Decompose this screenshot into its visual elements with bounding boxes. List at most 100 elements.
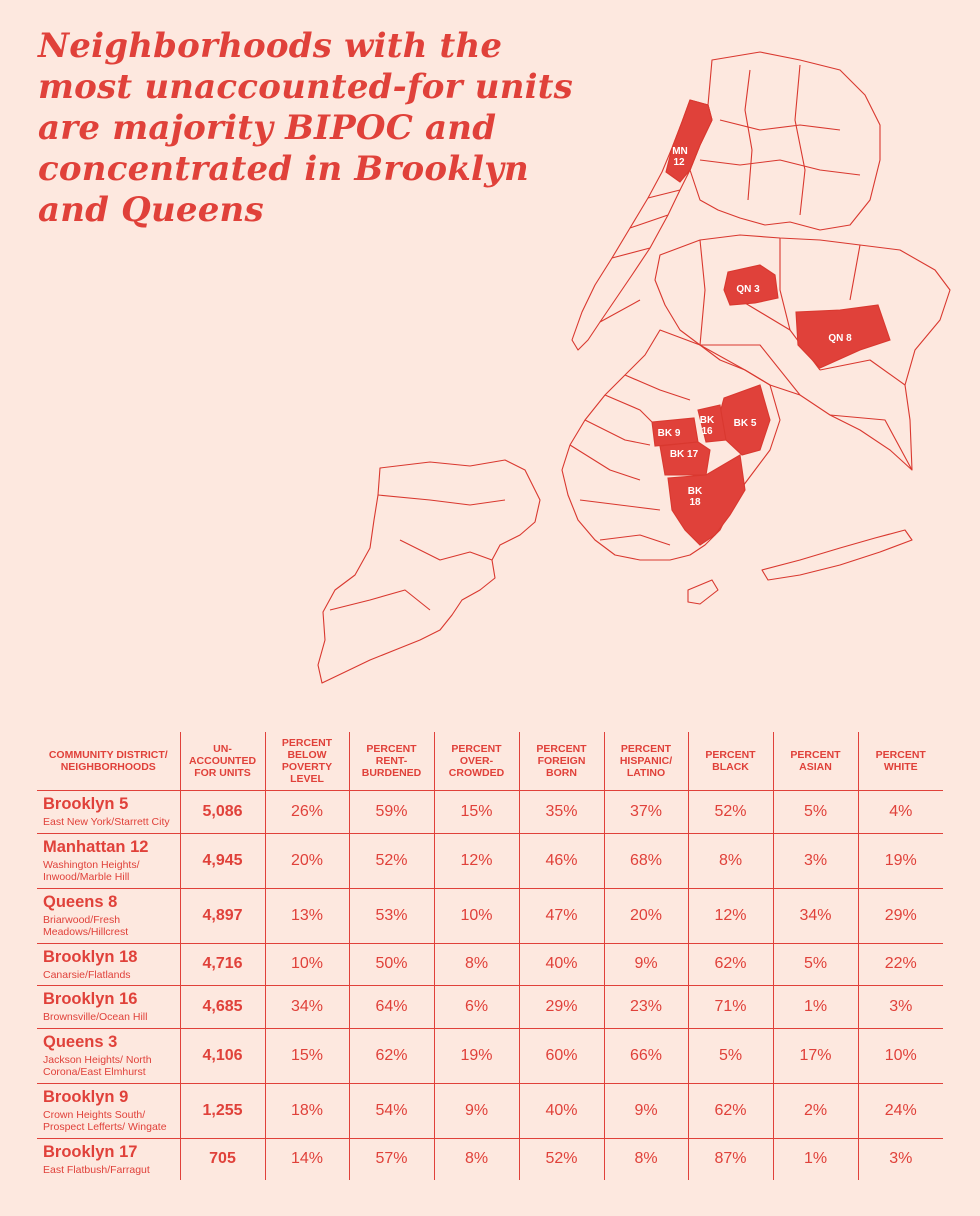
district-cell: Queens 8 Briarwood/Fresh Meadows/Hillcres… xyxy=(37,888,180,944)
district-name: Brooklyn 17 xyxy=(43,1142,138,1161)
rent-burdened-cell: 59% xyxy=(348,790,434,834)
asian-cell: 5% xyxy=(772,790,858,834)
nyc-community-district-map: MN 12 QN 3 QN 8 BK 5 BK 9 BK 16 BK 17 BK… xyxy=(300,40,970,700)
district-name: Brooklyn 18 xyxy=(43,947,138,966)
asian-cell: 1% xyxy=(772,985,858,1029)
label-bk9: BK 9 xyxy=(658,428,681,439)
white-cell: 3% xyxy=(857,1138,943,1180)
column-header: Un-accounted for units xyxy=(179,732,265,791)
overcrowded-cell: 12% xyxy=(433,833,519,889)
district-bk18 xyxy=(667,454,746,546)
units-cell: 4,945 xyxy=(179,833,265,889)
poverty-cell: 20% xyxy=(264,833,349,889)
column-header: Percent White xyxy=(857,732,943,791)
overcrowded-cell: 9% xyxy=(433,1083,519,1139)
district-cell: Manhattan 12 Washington Heights/ Inwood/M… xyxy=(37,833,180,889)
poverty-cell: 34% xyxy=(264,985,349,1029)
overcrowded-cell: 6% xyxy=(433,985,519,1029)
white-cell: 24% xyxy=(857,1083,943,1139)
table-row: Queens 3 Jackson Heights/ North Corona/Ea… xyxy=(37,1028,943,1084)
column-header: Percent Hispanic/ Latino xyxy=(603,732,688,791)
foreign-born-cell: 60% xyxy=(518,1028,604,1084)
neighborhood-name: East New York/Starrett City xyxy=(43,816,170,828)
asian-cell: 5% xyxy=(772,943,858,986)
column-header: Percent below poverty level xyxy=(264,732,349,791)
rent-burdened-cell: 53% xyxy=(348,888,434,944)
white-cell: 29% xyxy=(857,888,943,944)
poverty-cell: 18% xyxy=(264,1083,349,1139)
neighborhood-name: Jackson Heights/ North Corona/East Elmhu… xyxy=(43,1053,152,1079)
label-mn12-line1: MN xyxy=(672,146,688,157)
table-header-row: Community district/ neighborhoods Un-acc… xyxy=(37,732,943,791)
neighborhood-name: Crown Heights South/ Prospect Lefferts/ … xyxy=(43,1108,167,1134)
foreign-born-cell: 52% xyxy=(518,1138,604,1180)
district-cell: Brooklyn 5 East New York/Starrett City xyxy=(37,790,180,834)
units-cell: 705 xyxy=(179,1138,265,1180)
district-cell: Brooklyn 16 Brownsville/Ocean Hill xyxy=(37,985,180,1029)
label-bk5: BK 5 xyxy=(734,418,757,429)
overcrowded-cell: 19% xyxy=(433,1028,519,1084)
poverty-cell: 10% xyxy=(264,943,349,986)
table-row: Brooklyn 5 East New York/Starrett City 5,0… xyxy=(37,790,943,834)
black-cell: 5% xyxy=(687,1028,773,1084)
hispanic-cell: 9% xyxy=(603,1083,688,1139)
asian-cell: 3% xyxy=(772,833,858,889)
column-header: Percent foreign born xyxy=(518,732,604,791)
black-cell: 12% xyxy=(687,888,773,944)
hispanic-cell: 20% xyxy=(603,888,688,944)
white-cell: 3% xyxy=(857,985,943,1029)
district-name: Brooklyn 9 xyxy=(43,1087,129,1106)
table-row: Brooklyn 18 Canarsie/Flatlands 4,716 10% 50%… xyxy=(37,943,943,986)
district-data-table: Community district/ neighborhoods Un-acc… xyxy=(37,732,943,1180)
label-qn8: QN 8 xyxy=(828,333,852,344)
units-cell: 5,086 xyxy=(179,790,265,834)
black-cell: 71% xyxy=(687,985,773,1029)
table-row: Queens 8 Briarwood/Fresh Meadows/Hillcres… xyxy=(37,888,943,944)
overcrowded-cell: 10% xyxy=(433,888,519,944)
table-row: Brooklyn 9 Crown Heights South/ Prospect … xyxy=(37,1083,943,1139)
column-header: Percent Asian xyxy=(772,732,858,791)
poverty-cell: 14% xyxy=(264,1138,349,1180)
district-name: Queens 8 xyxy=(43,892,118,911)
units-cell: 4,716 xyxy=(179,943,265,986)
asian-cell: 1% xyxy=(772,1138,858,1180)
neighborhood-name: Briarwood/Fresh Meadows/Hillcrest xyxy=(43,913,129,939)
black-cell: 62% xyxy=(687,943,773,986)
map-queens xyxy=(654,234,951,471)
district-cell: Brooklyn 17 East Flatbush/Farragut xyxy=(37,1138,180,1180)
foreign-born-cell: 40% xyxy=(518,1083,604,1139)
units-cell: 4,897 xyxy=(179,888,265,944)
black-cell: 62% xyxy=(687,1083,773,1139)
column-header: Percent over-crowded xyxy=(433,732,519,791)
rent-burdened-cell: 54% xyxy=(348,1083,434,1139)
table-row: Brooklyn 16 Brownsville/Ocean Hill 4,685 34… xyxy=(37,985,943,1029)
foreign-born-cell: 40% xyxy=(518,943,604,986)
district-cell: Queens 3 Jackson Heights/ North Corona/Ea… xyxy=(37,1028,180,1084)
neighborhood-name: Washington Heights/ Inwood/Marble Hill xyxy=(43,858,140,884)
rent-burdened-cell: 62% xyxy=(348,1028,434,1084)
foreign-born-cell: 29% xyxy=(518,985,604,1029)
units-cell: 4,685 xyxy=(179,985,265,1029)
label-bk18-line1: BK xyxy=(688,486,703,497)
label-bk17: BK 17 xyxy=(670,449,699,460)
overcrowded-cell: 8% xyxy=(433,943,519,986)
column-header: Percent Black xyxy=(687,732,773,791)
label-bk16-line1: BK xyxy=(700,415,715,426)
column-header: Community district/ neighborhoods xyxy=(37,732,180,791)
map-rockaway xyxy=(761,529,913,581)
units-cell: 1,255 xyxy=(179,1083,265,1139)
district-mn12 xyxy=(665,99,713,183)
asian-cell: 17% xyxy=(772,1028,858,1084)
neighborhood-name: East Flatbush/Farragut xyxy=(43,1163,150,1176)
poverty-cell: 26% xyxy=(264,790,349,834)
black-cell: 52% xyxy=(687,790,773,834)
hispanic-cell: 8% xyxy=(603,1138,688,1180)
district-cell: Brooklyn 9 Crown Heights South/ Prospect … xyxy=(37,1083,180,1139)
asian-cell: 2% xyxy=(772,1083,858,1139)
overcrowded-cell: 8% xyxy=(433,1138,519,1180)
label-bk18-line2: 18 xyxy=(689,497,701,508)
table-row: Manhattan 12 Washington Heights/ Inwood/M… xyxy=(37,833,943,889)
column-header: Percent rent-burdened xyxy=(348,732,434,791)
label-bk16-line2: 16 xyxy=(701,426,713,437)
map-bronx xyxy=(689,51,881,231)
